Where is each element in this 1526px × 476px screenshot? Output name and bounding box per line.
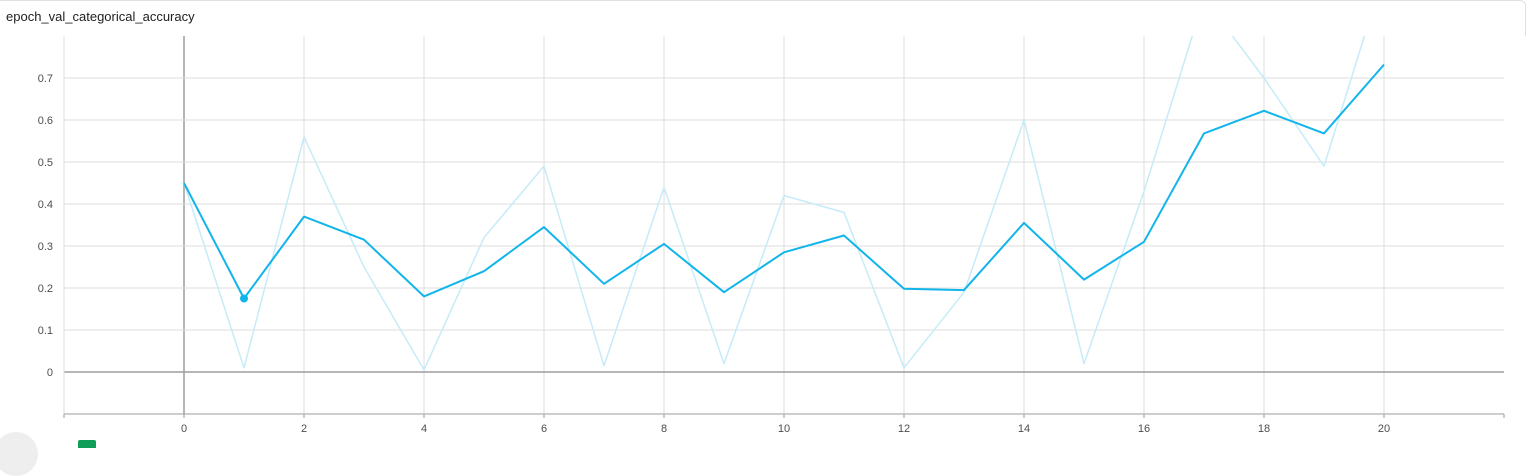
x-tick-label: 18	[1258, 423, 1270, 435]
y-tick-label: 0.5	[38, 157, 53, 169]
y-tick-label: 0.1	[38, 325, 53, 337]
raw-series-line	[183, 36, 1366, 371]
run-color-swatch[interactable]	[78, 440, 96, 448]
x-tick-label: 12	[898, 423, 910, 435]
x-tick-label: 4	[421, 423, 427, 435]
y-tick-label: 0.4	[38, 199, 53, 211]
x-tick-label: 14	[1018, 423, 1030, 435]
y-tick-label: 0.6	[38, 115, 53, 127]
tick-labels: 0 2 4 6 8 10 12 14 16 18 20 0 0.1 0.2 0.3 0.4 0.5 0.6 0.7	[38, 73, 1390, 435]
x-tick-label: 8	[661, 423, 667, 435]
y-tick-label: 0	[47, 367, 53, 379]
grid-layer	[64, 36, 1504, 414]
x-tick-label: 2	[301, 423, 307, 435]
chart-title: epoch_val_categorical_accuracy	[6, 9, 195, 24]
series-layer	[183, 36, 1385, 371]
x-tick-label: 16	[1138, 423, 1150, 435]
x-tick-label: 0	[181, 423, 187, 435]
axis-layer	[63, 36, 1505, 418]
highlight-point	[240, 294, 248, 303]
x-tick-label: 6	[541, 423, 547, 435]
y-tick-label: 0.3	[38, 241, 53, 253]
line-chart[interactable]: 0 2 4 6 8 10 12 14 16 18 20 0 0.1 0.2 0.3 0.4 0.5 0.6 0.7	[0, 0, 1526, 444]
smoothed-series-line	[183, 63, 1385, 300]
x-tick-label: 20	[1378, 423, 1390, 435]
y-tick-label: 0.2	[38, 283, 53, 295]
x-tick-label: 10	[778, 423, 790, 435]
settings-fab[interactable]	[0, 432, 38, 476]
y-tick-label: 0.7	[38, 73, 53, 85]
